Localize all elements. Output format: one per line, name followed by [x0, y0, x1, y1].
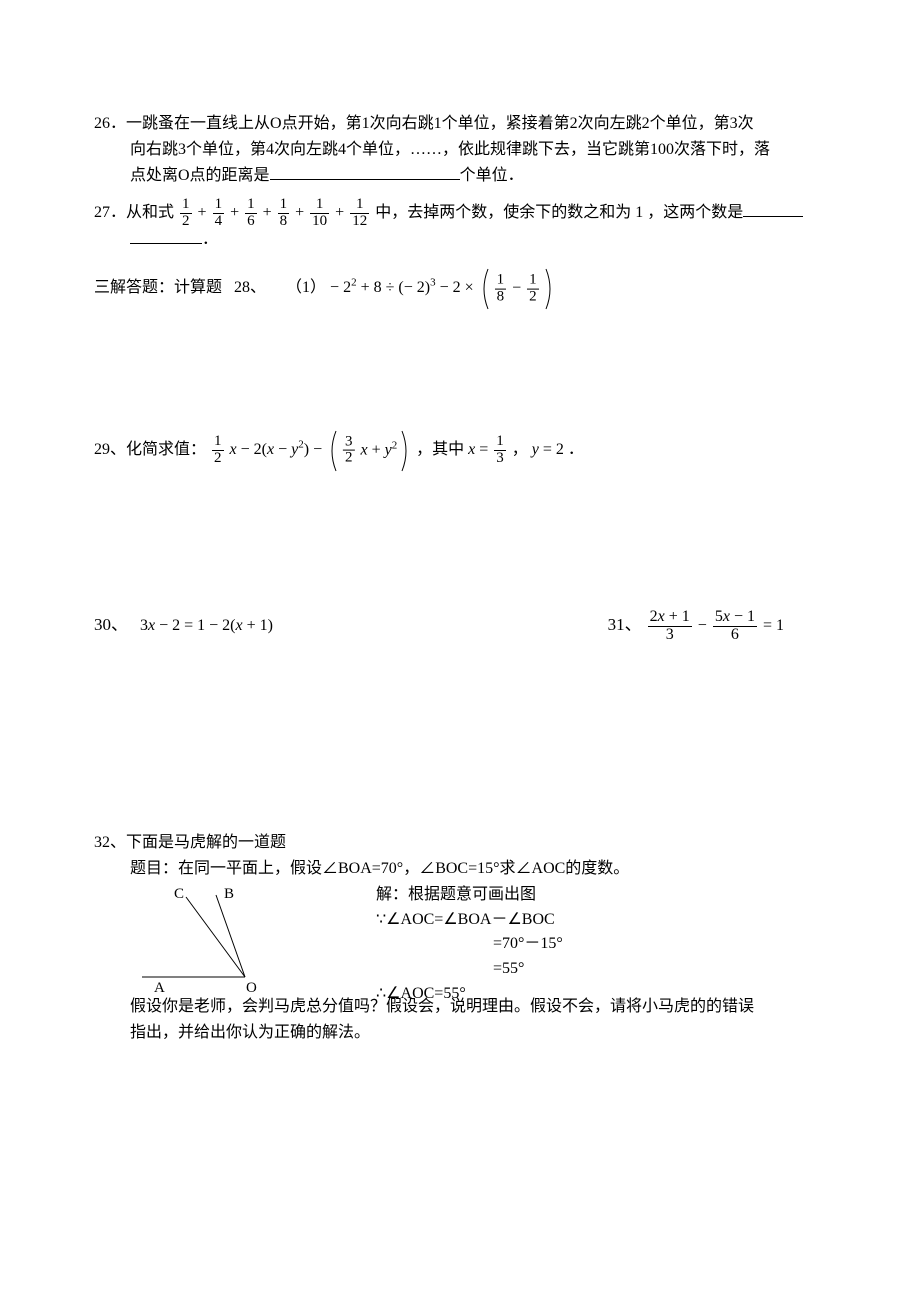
- q31-expr: 2x + 13 − 5x − 16 = 1: [646, 617, 784, 634]
- q26-line3-post: 个单位．: [460, 167, 524, 184]
- q28-bigparen: 18 − 12: [478, 267, 556, 311]
- q27-frac-5: 112: [350, 197, 369, 230]
- q32-label-O: O: [246, 977, 257, 1000]
- q27-period: ．: [202, 231, 218, 248]
- q27-mid: 中，去掉两个数，使余下的数之和为 1 ，这两个数是: [375, 204, 743, 221]
- q26-number: 26．: [94, 115, 126, 132]
- q26-line1: 一跳蚤在一直线上从O点开始，第1次向右跳1个单位，紧接着第2次向左跳2个单位，第…: [126, 115, 754, 132]
- q26-line2-wrap: 向右跳3个单位，第4次向左跳4个单位，……，依此规律跳下去，当它跳第100次落下…: [94, 138, 844, 162]
- q26-line3-pre: 点处离O点的距离是: [130, 167, 270, 184]
- q32-label-B: B: [224, 883, 234, 906]
- q27-pre: 从和式: [126, 204, 174, 221]
- q32-label-C: C: [174, 883, 184, 906]
- q26-line3-wrap: 点处离O点的距离是 个单位．: [94, 164, 844, 188]
- q32-line4: 指出，并给出你认为正确的解法。: [94, 1021, 844, 1045]
- q32-s4: =55°: [376, 957, 563, 982]
- q26-line2: 向右跳3个单位，第4次向左跳4个单位，……，依此规律跳下去，当它跳第100次落下…: [130, 141, 770, 158]
- q32-diagram: A O B C: [130, 883, 300, 993]
- q27-frac-1: 14: [213, 197, 225, 230]
- q29-where: ，其中: [416, 441, 468, 458]
- q32-line2: 题目：在同一平面上，假设∠BOA=70°，∠BOC=15°求∠AOC的度数。: [94, 857, 844, 881]
- q29-label: 化简求值：: [126, 441, 206, 458]
- q31-number: 31、: [608, 615, 642, 634]
- q27-frac-4: 110: [310, 197, 329, 230]
- q30: 30、 3x − 2 = 1 − 2(x + 1): [94, 605, 273, 646]
- q29-number: 29、: [94, 441, 126, 458]
- q32-s3: =70°－15°: [376, 932, 563, 957]
- q29: 29、化简求值： 12 x − 2(x − y2) − 32 x + y2 ，其…: [94, 428, 844, 473]
- q30-expr: 3x − 2 = 1 − 2(x + 1): [140, 617, 273, 634]
- q27: 27．从和式 12 + 14 + 16 + 18 + 110 + 112 中，去…: [94, 194, 844, 232]
- q27-number: 27．: [94, 204, 126, 221]
- q26: 26．一跳蚤在一直线上从O点开始，第1次向右跳1个单位，紧接着第2次向左跳2个单…: [94, 112, 844, 136]
- q27-blank2: [130, 229, 202, 244]
- q32-number: 32、: [94, 834, 126, 851]
- q30-q31-row: 30、 3x − 2 = 1 − 2(x + 1) 31、 2x + 13 − …: [94, 605, 844, 646]
- q28-number: 28、: [234, 279, 266, 296]
- q27-frac-0: 12: [180, 197, 192, 230]
- q32-solution: 解：根据题意可画出图 ∵∠AOC=∠BOA－∠BOC =70°－15° =55°…: [376, 883, 563, 1007]
- q32-body: A O B C 解：根据题意可画出图 ∵∠AOC=∠BOA－∠BOC =70°－…: [94, 883, 844, 1007]
- q29-expr: 12 x − 2(x − y2) − 32 x + y2: [210, 441, 416, 458]
- q26-blank: [270, 165, 460, 180]
- q32-s2: ∵∠AOC=∠BOA－∠BOC: [376, 908, 563, 933]
- q27-blank1: [743, 202, 803, 217]
- q30-number: 30、: [94, 615, 128, 634]
- q27-frac-3: 18: [278, 197, 290, 230]
- q31: 31、 2x + 13 − 5x − 16 = 1: [608, 605, 844, 646]
- q32-label-A: A: [154, 977, 165, 1000]
- q32-line1: 32、下面是马虎解的一道题: [94, 831, 844, 855]
- q32-s1: 解：根据题意可画出图: [376, 883, 563, 908]
- q28-part: （1）: [286, 279, 326, 296]
- section3-label: 三解答题：计算题: [94, 279, 222, 296]
- q27-frac-2: 16: [245, 197, 257, 230]
- section3-row: 三解答题：计算题 28、 （1） − 22 + 8 ÷ (− 2)3 − 2 ×…: [94, 266, 844, 311]
- q28-expr: − 22 + 8 ÷ (− 2)3 − 2 × 18 − 12: [330, 279, 556, 296]
